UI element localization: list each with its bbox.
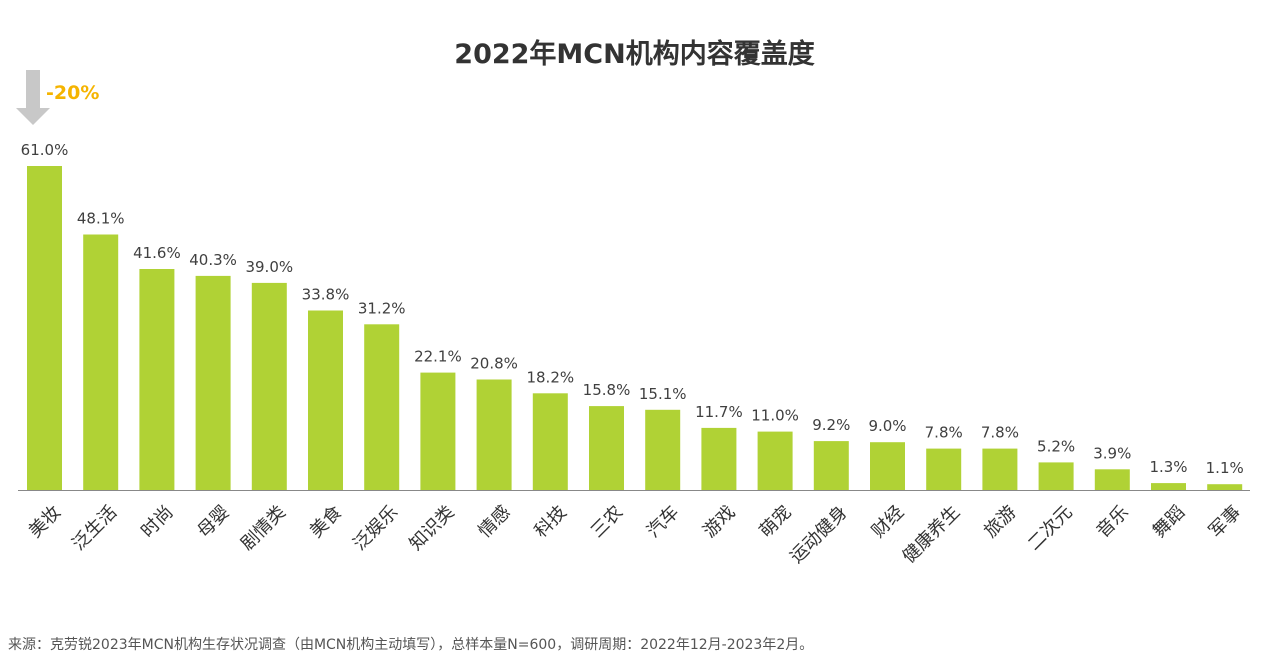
value-label: 9.2% (812, 416, 850, 434)
value-labels-group: 61.0% 48.1% 41.6% 40.3% 39.0% 33.8% 31.2% 22.1%… (21, 141, 1244, 477)
value-label: 31.2% (358, 299, 406, 317)
value-label: 41.6% (133, 244, 181, 262)
value-label: 9.0% (868, 417, 906, 435)
value-label: 33.8% (302, 286, 350, 304)
bar-音乐 (1094, 469, 1130, 490)
category-label: 财经 (868, 502, 908, 542)
bars-group (27, 166, 1243, 490)
value-label: 18.2% (526, 368, 574, 386)
down-arrow-icon (16, 70, 50, 125)
category-label: 母婴 (193, 502, 233, 542)
category-label: 运动健身 (786, 502, 852, 568)
value-label: 48.1% (77, 210, 125, 228)
bar-母婴 (195, 275, 231, 490)
value-label: 11.0% (751, 407, 799, 425)
bar-chart: -20% 61.0% 48.1% 41.6% 40.3% 39.0% 33.8% 31.2%… (16, 70, 1250, 568)
category-label: 二次元 (1024, 502, 1077, 555)
bar-剧情类 (251, 282, 287, 490)
bar-美食 (308, 310, 343, 490)
value-label: 22.1% (414, 348, 462, 366)
bar-财经 (870, 442, 905, 490)
bar-时尚 (139, 269, 175, 490)
value-label: 5.2% (1037, 437, 1075, 455)
category-label: 三农 (587, 502, 627, 542)
bar-舞蹈 (1151, 483, 1186, 490)
value-label: 15.1% (639, 385, 687, 403)
value-label: 61.0% (21, 141, 69, 159)
category-label: 泛娱乐 (349, 502, 402, 555)
category-label: 军事 (1205, 502, 1245, 542)
category-label: 美食 (306, 502, 346, 542)
bar-汽车 (645, 409, 681, 490)
category-label: 旅游 (980, 502, 1020, 542)
category-label: 美妆 (25, 502, 65, 542)
value-label: 11.7% (695, 403, 743, 421)
value-label: 39.0% (245, 258, 293, 276)
value-label: 3.9% (1093, 444, 1131, 462)
value-label: 1.1% (1206, 459, 1244, 477)
category-label: 剧情类 (237, 502, 290, 555)
category-label: 泛生活 (68, 502, 121, 555)
bar-二次元 (1038, 462, 1074, 490)
value-label: 7.8% (981, 424, 1019, 442)
bar-萌宠 (757, 431, 793, 490)
category-label: 知识类 (405, 502, 458, 555)
category-label: 情感 (474, 502, 514, 542)
bar-游戏 (701, 427, 737, 490)
category-label: 汽车 (643, 502, 683, 542)
bar-知识类 (420, 372, 456, 490)
category-label: 科技 (531, 502, 571, 542)
callout-text: -20% (46, 82, 99, 104)
bar-泛生活 (83, 234, 119, 490)
category-label: 健康养生 (899, 502, 965, 568)
value-label: 15.8% (583, 381, 631, 399)
category-label: 音乐 (1093, 502, 1133, 542)
value-label: 20.8% (470, 355, 518, 373)
category-label: 时尚 (137, 502, 177, 542)
bar-科技 (532, 393, 568, 490)
category-label: 萌宠 (755, 502, 795, 542)
value-label: 7.8% (925, 424, 963, 442)
bar-军事 (1207, 484, 1243, 490)
value-label: 1.3% (1149, 458, 1187, 476)
bar-泛娱乐 (364, 324, 400, 490)
bar-运动健身 (813, 441, 849, 490)
source-note: 来源：克劳锐2023年MCN机构生存状况调查（由MCN机构主动填写），总样本量N… (8, 637, 814, 653)
chart-title: 2022年MCN机构内容覆盖度 (454, 39, 815, 70)
value-label: 40.3% (189, 251, 237, 269)
bar-旅游 (982, 448, 1018, 490)
bar-美妆 (27, 166, 62, 490)
category-label: 游戏 (699, 502, 739, 542)
category-label: 舞蹈 (1149, 502, 1189, 542)
bar-健康养生 (926, 448, 962, 490)
callout: -20% (16, 70, 99, 125)
bar-情感 (476, 379, 512, 490)
bar-三农 (589, 406, 624, 490)
